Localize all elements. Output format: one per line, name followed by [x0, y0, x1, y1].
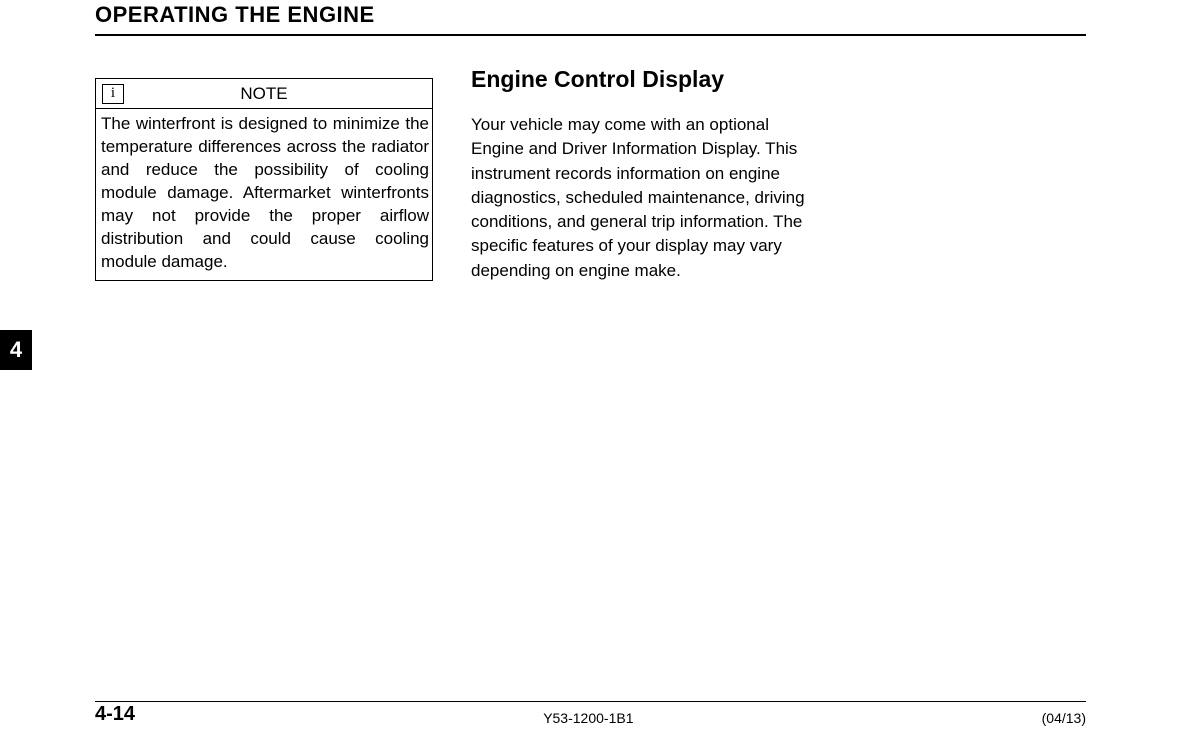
document-date: (04/13): [1042, 710, 1086, 726]
footer-rule: [95, 701, 1086, 702]
section-heading: Engine Control Display: [471, 66, 809, 93]
left-column: i NOTE The winterfront is designed to mi…: [95, 78, 433, 283]
page-number: 4-14: [95, 703, 135, 726]
content-columns: i NOTE The winterfront is designed to mi…: [95, 78, 1086, 283]
section-body: Your vehicle may come with an optional E…: [471, 113, 809, 283]
chapter-tab: 4: [0, 330, 32, 370]
note-header: i NOTE: [96, 79, 432, 109]
right-column: Engine Control Display Your vehicle may …: [471, 78, 809, 283]
info-icon: i: [102, 84, 124, 104]
document-id: Y53-1200-1B1: [543, 710, 633, 726]
page-footer: 4-14 Y53-1200-1B1 (04/13): [95, 703, 1086, 726]
header-rule: [95, 34, 1086, 36]
note-body-text: The winterfront is designed to min­imize…: [96, 109, 432, 280]
note-label: NOTE: [124, 84, 432, 104]
page-title: OPERATING THE ENGINE: [95, 0, 1086, 28]
document-page: OPERATING THE ENGINE 4 i NOTE The winter…: [0, 0, 1181, 732]
note-box: i NOTE The winterfront is designed to mi…: [95, 78, 433, 281]
